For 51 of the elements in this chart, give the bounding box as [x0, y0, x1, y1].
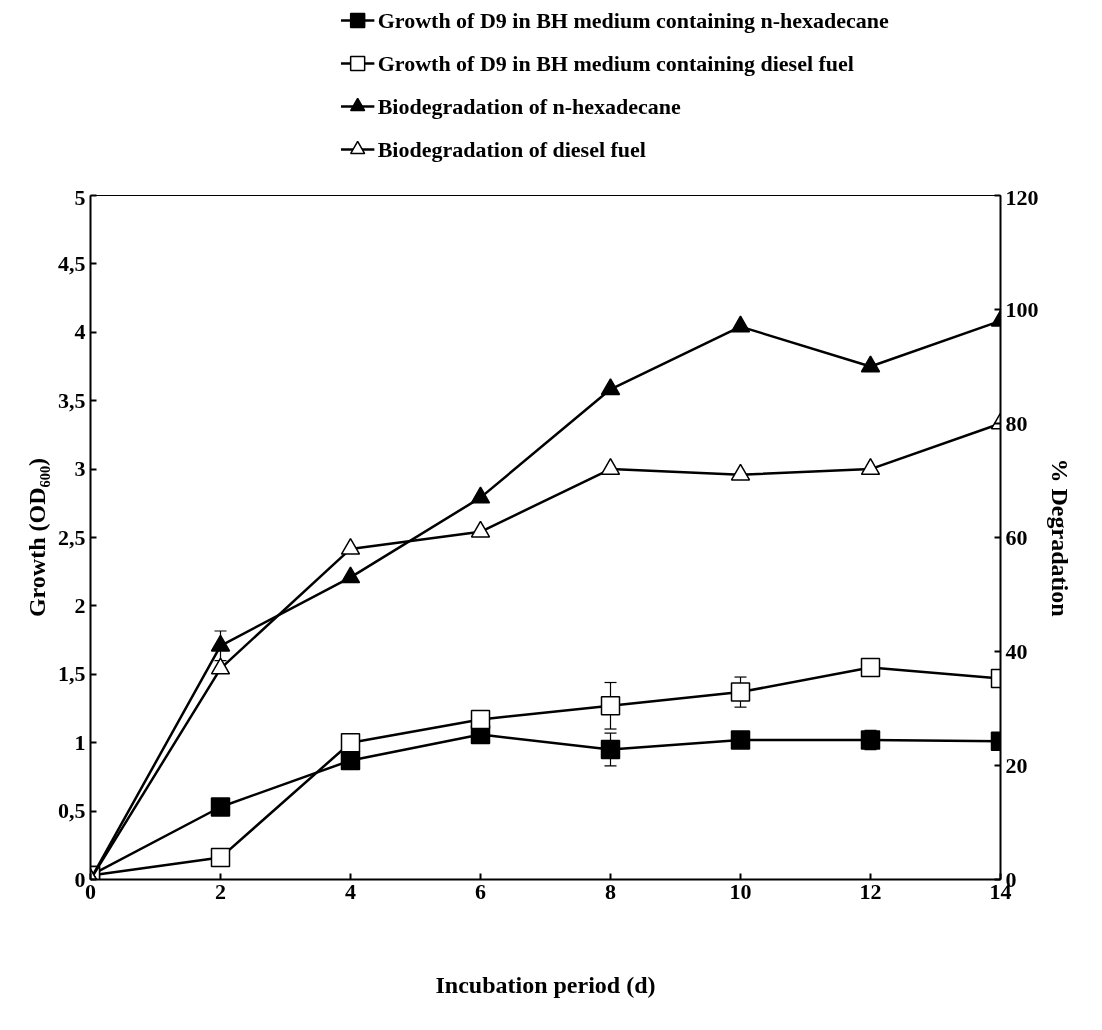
y2-tick-label: 40 [1005, 638, 1028, 664]
point [210, 634, 231, 652]
x-axis-title: Incubation period (d) [435, 971, 656, 998]
point [730, 730, 751, 750]
legend-label: Biodegradation of n-hexadecane [377, 94, 682, 119]
x-tick-label: 6 [475, 878, 486, 904]
x-tick-label: 2 [215, 878, 226, 904]
y-axis-title: Growth (OD₆₀₀) [24, 457, 50, 618]
point [340, 566, 361, 584]
legend-label: Growth of D9 in BH medium containing n-hexadecane [377, 8, 890, 33]
y-tick-label: 1,5 [58, 661, 86, 687]
y-tick-label: 3 [74, 456, 86, 482]
point [340, 750, 361, 771]
point [730, 315, 751, 333]
point [860, 657, 881, 678]
y-tick-label: 4,5 [58, 250, 86, 276]
point [340, 537, 361, 555]
point [600, 457, 621, 476]
y-tick-label: 1 [74, 729, 86, 755]
y2-tick-label: 80 [1005, 410, 1028, 436]
y2-tick-label: 100 [1005, 296, 1039, 322]
y-tick-label: 4 [74, 319, 86, 345]
point [470, 709, 491, 730]
y-tick-label: 0,5 [58, 798, 86, 824]
y-tick-label: 3,5 [58, 387, 86, 413]
x-tick-label: 8 [605, 878, 616, 904]
y-tick-label: 2,5 [58, 524, 86, 550]
y-tick-label: 2 [74, 592, 86, 618]
y2-tick-label: 60 [1005, 524, 1028, 550]
point [730, 682, 751, 702]
point [210, 797, 231, 817]
point [860, 457, 881, 476]
y2-axis-title: % Degradation [1046, 458, 1073, 617]
point [470, 486, 491, 504]
point [600, 378, 621, 396]
point [210, 847, 231, 868]
x-tick-label: 12 [859, 878, 882, 904]
legend-label: Growth of D9 in BH medium containing diesel fuel [377, 51, 854, 76]
x-tick-label: 4 [345, 878, 356, 904]
y2-tick-label: 20 [1005, 752, 1028, 778]
point [470, 520, 491, 538]
point [210, 657, 231, 675]
legend-label: Biodegradation of diesel fuel [377, 137, 646, 162]
x-tick-label: 10 [729, 878, 752, 904]
point [860, 355, 881, 373]
point [730, 463, 751, 481]
point [340, 732, 361, 753]
y2-tick-label: 120 [1005, 184, 1039, 210]
point [600, 696, 621, 716]
y-tick-label: 5 [74, 184, 86, 210]
point [600, 739, 621, 760]
